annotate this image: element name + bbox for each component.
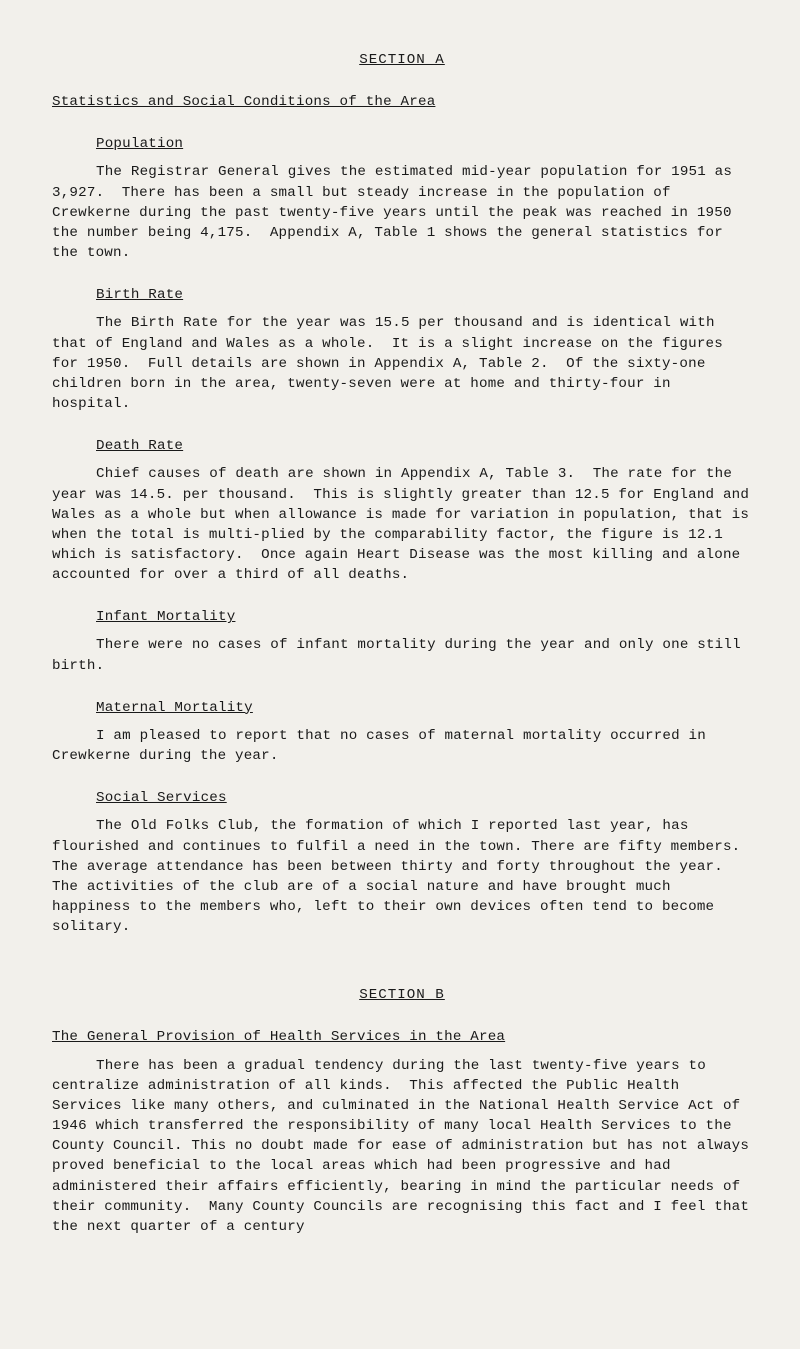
population-heading: Population	[96, 134, 752, 154]
death-rate-heading: Death Rate	[96, 436, 752, 456]
social-services-heading: Social Services	[96, 788, 752, 808]
birth-rate-paragraph: The Birth Rate for the year was 15.5 per…	[52, 313, 752, 414]
maternal-mortality-heading: Maternal Mortality	[96, 698, 752, 718]
section-b-title: SECTION B	[52, 985, 752, 1005]
general-provision-heading: The General Provision of Health Services…	[52, 1027, 752, 1047]
section-a-title: SECTION A	[52, 50, 752, 70]
death-rate-paragraph: Chief causes of death are shown in Appen…	[52, 464, 752, 585]
general-provision-paragraph: There has been a gradual tendency during…	[52, 1056, 752, 1237]
birth-rate-heading: Birth Rate	[96, 285, 752, 305]
infant-mortality-paragraph: There were no cases of infant mortality …	[52, 635, 752, 675]
infant-mortality-heading: Infant Mortality	[96, 607, 752, 627]
statistics-heading: Statistics and Social Conditions of the …	[52, 92, 752, 112]
social-services-paragraph: The Old Folks Club, the formation of whi…	[52, 816, 752, 937]
maternal-mortality-paragraph: I am pleased to report that no cases of …	[52, 726, 752, 766]
population-paragraph: The Registrar General gives the estimate…	[52, 162, 752, 263]
